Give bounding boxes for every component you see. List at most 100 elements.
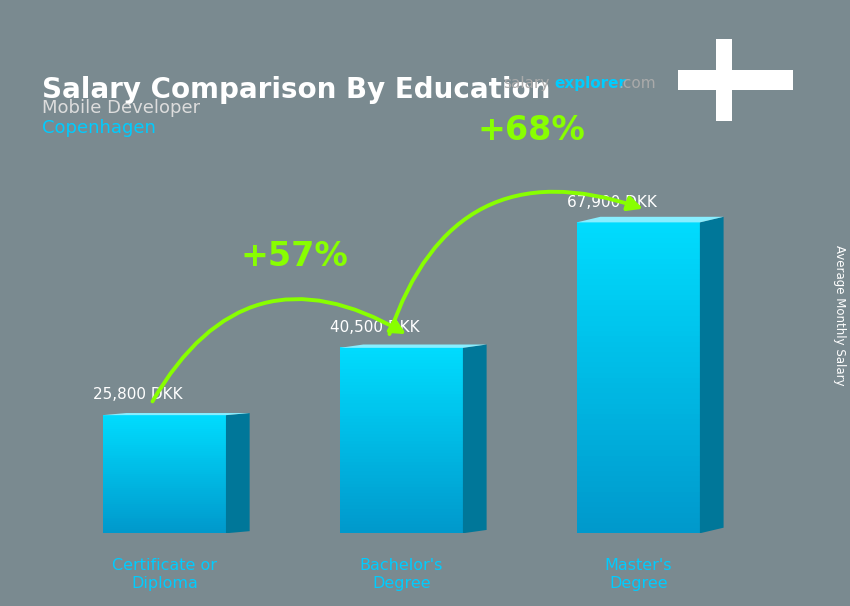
Bar (340, 369, 463, 373)
Bar (103, 519, 226, 522)
Bar (103, 518, 226, 519)
Bar (103, 474, 226, 476)
Bar (340, 499, 463, 502)
Bar (340, 508, 463, 511)
Bar (576, 263, 700, 269)
Bar (340, 487, 463, 490)
Bar (576, 496, 700, 502)
Bar (576, 331, 700, 336)
Bar (340, 378, 463, 382)
Bar (576, 341, 700, 347)
Bar (103, 439, 226, 441)
Bar (340, 350, 463, 354)
Bar (103, 448, 226, 451)
Bar (103, 513, 226, 516)
Bar (340, 391, 463, 394)
Bar (340, 419, 463, 422)
Polygon shape (463, 344, 486, 533)
Bar (576, 325, 700, 331)
Bar (576, 517, 700, 523)
Bar (103, 421, 226, 423)
Bar (576, 460, 700, 466)
Bar (103, 531, 226, 533)
Bar (103, 425, 226, 427)
Bar (340, 484, 463, 487)
Bar (576, 315, 700, 321)
Bar (576, 268, 700, 274)
Polygon shape (700, 217, 723, 533)
Bar (103, 458, 226, 461)
Bar (103, 444, 226, 447)
Polygon shape (226, 413, 250, 533)
Bar (340, 375, 463, 379)
Bar (340, 456, 463, 459)
Bar (340, 403, 463, 407)
Bar (103, 417, 226, 419)
Bar (340, 450, 463, 453)
Bar (103, 510, 226, 511)
Bar (576, 445, 700, 450)
Bar (103, 496, 226, 498)
Bar (576, 450, 700, 456)
Polygon shape (340, 344, 486, 348)
Bar (103, 435, 226, 437)
Bar (103, 428, 226, 431)
Bar (340, 347, 463, 351)
Text: +68%: +68% (478, 115, 586, 147)
Bar (576, 222, 700, 228)
Bar (103, 452, 226, 454)
Bar (340, 514, 463, 518)
Bar (103, 525, 226, 527)
Bar (340, 425, 463, 428)
Bar (576, 502, 700, 507)
Bar (103, 470, 226, 472)
Text: Bachelor's
Degree: Bachelor's Degree (360, 559, 443, 591)
Bar (576, 522, 700, 528)
Bar (340, 437, 463, 441)
Bar (340, 443, 463, 447)
Bar (103, 460, 226, 462)
Bar (103, 482, 226, 484)
Bar (103, 466, 226, 468)
Text: Master's
Degree: Master's Degree (604, 559, 672, 591)
Bar (576, 356, 700, 362)
Bar (103, 415, 226, 417)
Bar (340, 502, 463, 505)
Bar (576, 481, 700, 487)
Bar (103, 456, 226, 459)
Bar (340, 431, 463, 435)
Bar (576, 248, 700, 253)
Bar (340, 409, 463, 413)
Bar (103, 527, 226, 530)
Bar (103, 529, 226, 531)
Bar (576, 232, 700, 238)
Bar (340, 416, 463, 419)
Bar (340, 397, 463, 401)
Bar (678, 70, 793, 90)
Bar (340, 447, 463, 450)
Bar (103, 484, 226, 486)
Bar (576, 320, 700, 326)
Bar (340, 372, 463, 376)
Text: salary: salary (503, 76, 550, 91)
Bar (576, 476, 700, 481)
Bar (576, 413, 700, 419)
Bar (576, 299, 700, 305)
Bar (103, 441, 226, 443)
Bar (340, 490, 463, 493)
Text: 25,800 DKK: 25,800 DKK (94, 387, 183, 402)
Bar (103, 515, 226, 518)
Bar (576, 486, 700, 492)
Bar (576, 284, 700, 290)
Bar (576, 238, 700, 243)
Bar (576, 408, 700, 414)
Bar (576, 253, 700, 259)
Bar (103, 462, 226, 464)
Bar (103, 523, 226, 525)
Bar (340, 381, 463, 385)
Bar (576, 305, 700, 310)
Text: .com: .com (618, 76, 656, 91)
Bar (103, 498, 226, 500)
Bar (576, 362, 700, 367)
Bar (103, 450, 226, 453)
